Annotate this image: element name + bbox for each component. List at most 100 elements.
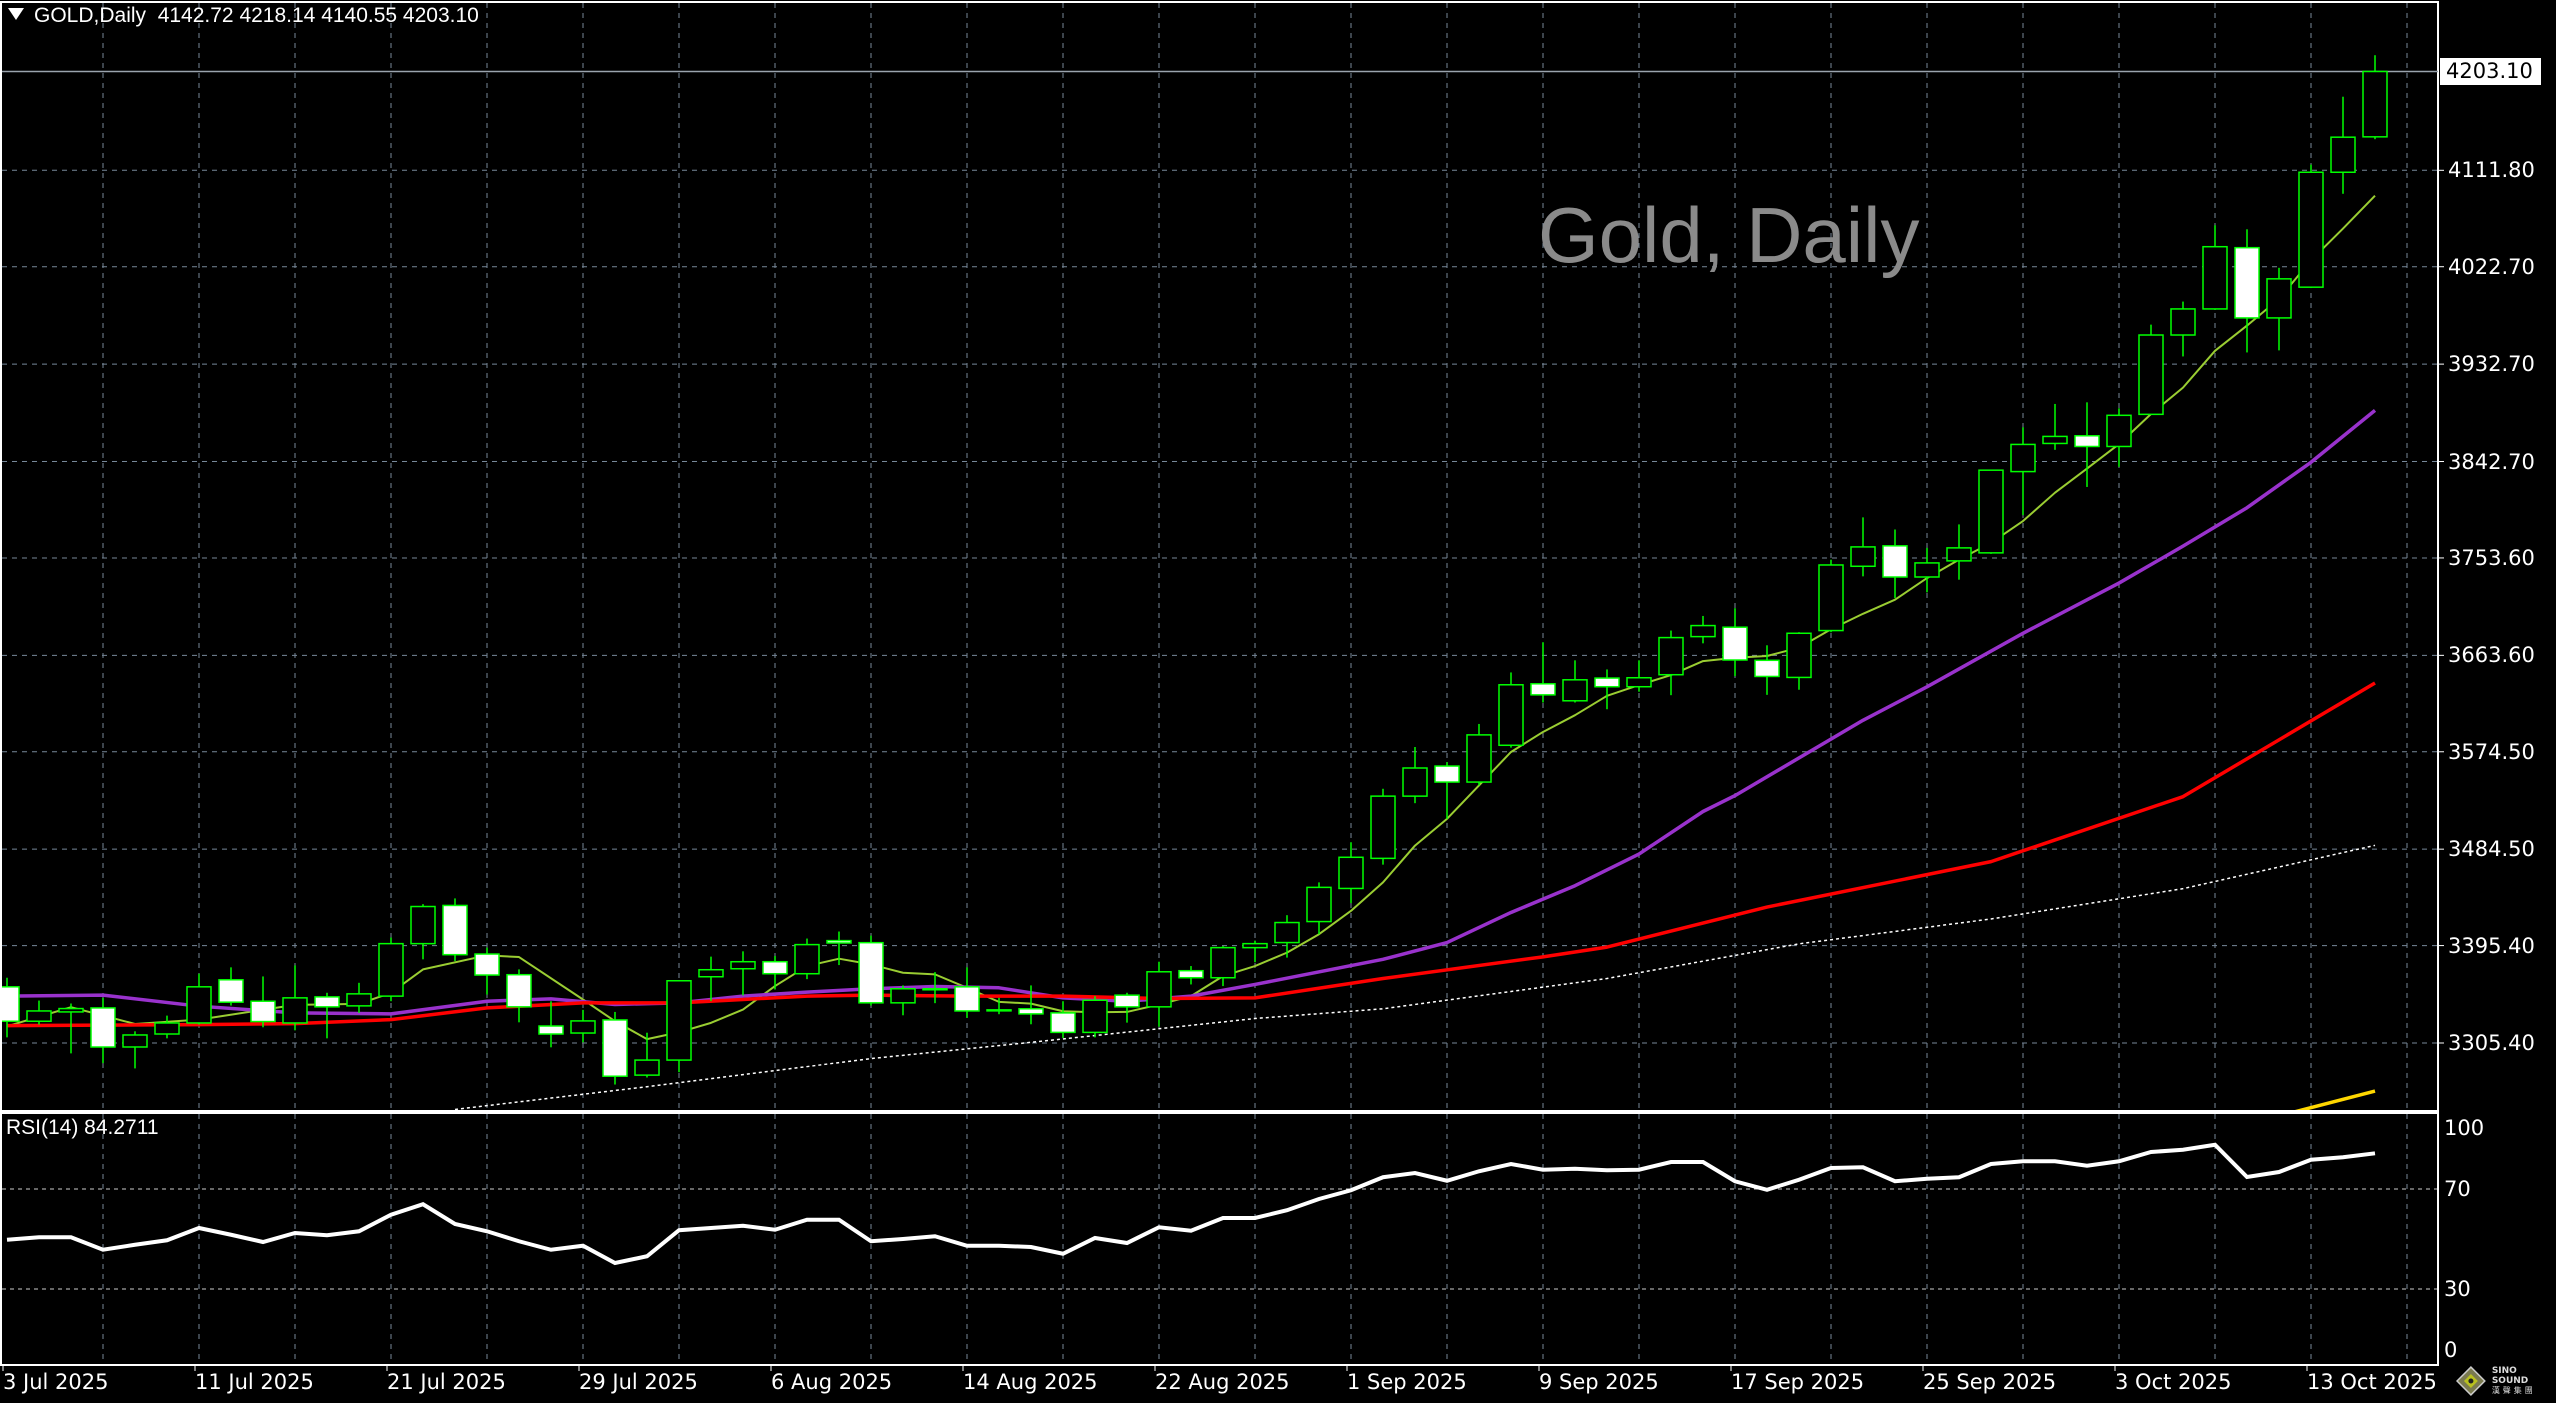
rsi-line [6,1142,2376,1266]
candle-body [1434,765,1460,783]
rsi-tick-label: 30 [2444,1277,2471,1301]
bull-candle [2170,301,2196,357]
price-tick-label: 3305.40 [2448,1030,2535,1055]
bear-candle [1530,642,1556,703]
bear-candle [1754,645,1780,695]
bull-candle [922,972,948,1004]
candle-body [1114,994,1140,1008]
candle-body [666,980,692,1061]
logo-chinese: 漢聲集團 [2491,1386,2536,1395]
candle-body [1786,632,1812,679]
rsi-tick-label: 0 [2444,1338,2458,1362]
price-tick-label: 4022.70 [2448,254,2535,279]
price-tick-label: 3753.60 [2448,545,2535,570]
bear-candle [2,977,20,1038]
candle-body [378,942,404,997]
date-tick-label: 29 Jul 2025 [579,1370,698,1394]
dropdown-triangle-icon[interactable] [8,8,24,20]
candle-body [922,988,948,991]
bull-candle [1978,469,2004,554]
bear-candle [2234,229,2260,353]
candle-body [346,993,372,1007]
bull-candle [1402,747,1428,804]
price-tick-label: 3395.40 [2448,933,2535,958]
date-tick-label: 25 Sep 2025 [1923,1370,2057,1394]
candle-body [122,1034,148,1048]
bull-candle [2362,55,2388,140]
date-tick-label: 14 Aug 2025 [963,1370,1098,1394]
bear-candle [858,935,884,1006]
candle-body [1754,659,1780,678]
bull-candle [698,956,724,1002]
bear-candle [1050,1001,1076,1039]
date-tick-label: 22 Aug 2025 [1155,1370,1290,1394]
bear-candle [762,955,788,990]
bull-candle [26,1000,52,1025]
grid [2,3,2438,1365]
candle-body [1050,1012,1076,1034]
candle-body [1818,564,1844,632]
bull-candle [794,938,820,980]
date-tick-label: 21 Jul 2025 [387,1370,506,1394]
candle-body [2170,308,2196,336]
candle-body [570,1020,596,1034]
price-tick-label: 3842.70 [2448,449,2535,474]
axis-ticks [2,169,2444,1371]
candle-body [730,960,756,970]
bull-candle [2106,408,2132,467]
sino-sound-logo: SINO SOUND 漢聲集團 [2456,1366,2556,1396]
bull-candle [1306,882,1332,935]
bear-candle [1722,608,1748,677]
bull-candle [1914,547,1940,593]
candle-body [1466,734,1492,783]
symbol-timeframe: GOLD,Daily [34,4,147,27]
rsi-tick-label: 100 [2444,1116,2485,1140]
candle-body [2298,171,2324,288]
bull-candle [666,980,692,1073]
candle-body [1530,683,1556,696]
candle-body [762,960,788,975]
rsi-line-group [6,1142,2376,1266]
bull-candle [730,951,756,996]
date-tick-label: 11 Jul 2025 [195,1370,314,1394]
bull-candle [378,937,404,1002]
candle-body [954,986,980,1012]
candle-body [1178,969,1204,979]
ohlc-values: 4142.72 4218.14 4140.55 4203.10 [157,4,479,27]
bear-candle [1114,992,1140,1023]
bull-candle [1690,615,1716,644]
candle-body [2266,278,2292,319]
moving-average-line-2 [6,408,2377,1016]
bull-candle [2266,267,2292,351]
candle-body [2362,70,2388,138]
bear-candle [1594,669,1620,710]
bull-candle [1818,559,1844,633]
candle-body [442,904,468,956]
candle-body [1850,546,1876,568]
candle-body [1338,856,1364,890]
candle-body [1210,946,1236,979]
candle-body [826,939,852,944]
bull-candle [186,973,212,1025]
candle-body [1978,469,2004,554]
candle-body [90,1007,116,1048]
candle-body [154,1022,180,1035]
bull-candle [58,1003,84,1054]
candle-body [1562,679,1588,702]
bear-candle [602,1011,628,1085]
candle-body [1594,677,1620,688]
bull-candle [346,982,372,1013]
candle-body [858,941,884,1004]
bull-candle [890,985,916,1016]
bull-candle [410,904,436,960]
bear-candle [986,997,1012,1015]
candle-body [474,953,500,976]
candle-body [2330,136,2356,173]
bull-candle [1082,996,1108,1038]
candle-body [538,1025,564,1035]
candle-body [1914,562,1940,578]
bull-candle [2010,427,2036,516]
bull-candle [2138,324,2164,416]
bull-candle [1658,630,1684,696]
